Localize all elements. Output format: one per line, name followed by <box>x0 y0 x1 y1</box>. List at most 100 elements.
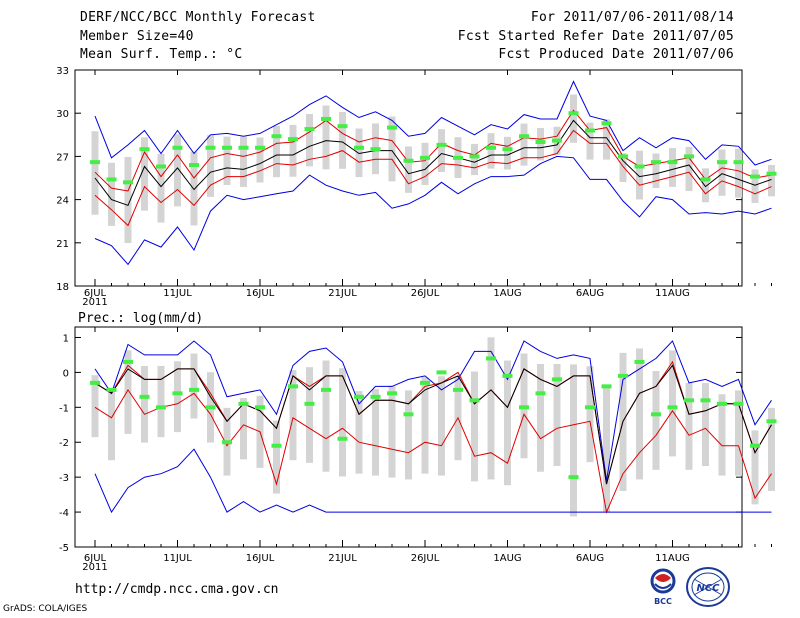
max-series-line <box>94 340 772 481</box>
x-tick-label: 11JUL <box>163 288 192 299</box>
observed-marker <box>255 145 265 150</box>
observed-marker <box>106 177 117 182</box>
x-tick-label: 21JUL <box>328 288 357 299</box>
range-bar <box>190 353 198 419</box>
observed-marker <box>106 387 117 392</box>
precipitation-panel-title: Prec.: log(mm/d) <box>78 311 203 326</box>
range-bar <box>174 134 181 207</box>
observed-marker <box>469 398 480 403</box>
observed-marker <box>271 134 282 139</box>
min-series-line <box>94 155 772 266</box>
observed-marker <box>601 121 612 126</box>
observed-marker <box>205 405 216 410</box>
observed-marker <box>700 398 711 403</box>
observed-marker <box>552 138 562 143</box>
bcc-logo-text: BCC <box>654 597 672 606</box>
y-tick-label: -4 <box>59 508 69 519</box>
observed-marker <box>354 394 364 399</box>
mean-series-line <box>94 364 772 485</box>
x-tick-label: 6AUG <box>576 553 604 564</box>
observed-marker <box>684 398 694 403</box>
y-tick-label: -2 <box>59 438 69 449</box>
observed-marker <box>304 401 315 406</box>
y-tick-label: 1 <box>63 333 69 344</box>
observed-marker <box>238 401 249 406</box>
x-tick-label: 16JUL <box>246 288 275 299</box>
range-bar <box>619 153 627 183</box>
observed-marker <box>667 405 678 410</box>
observed-marker <box>733 160 744 165</box>
range-bar <box>405 146 412 193</box>
observed-marker <box>502 147 513 152</box>
observed-marker <box>123 180 133 185</box>
observed-marker <box>766 171 777 176</box>
range-bar <box>685 383 693 470</box>
range-bar <box>256 137 264 183</box>
range-bar <box>91 131 99 215</box>
observed-marker <box>139 147 150 152</box>
range-bar <box>570 364 577 517</box>
range-bar <box>735 390 742 476</box>
observed-marker <box>469 154 480 159</box>
observed-marker <box>420 380 430 385</box>
range-bar <box>652 371 660 470</box>
fcst-produced-date: Fcst Produced Date 2011/07/06 <box>498 47 734 62</box>
range-bar <box>124 156 132 244</box>
y-tick-label: 18 <box>56 282 69 293</box>
x-tick-label: 11JUL <box>163 553 192 564</box>
observed-marker <box>453 387 463 392</box>
observed-marker <box>222 440 232 445</box>
observed-marker <box>139 394 150 399</box>
observed-marker <box>238 145 249 150</box>
x-year-label: 2011 <box>82 297 107 308</box>
observed-marker <box>684 154 694 159</box>
range-bar <box>570 94 577 143</box>
observed-marker <box>436 142 447 147</box>
range-bar <box>306 113 313 167</box>
range-bar <box>141 137 148 211</box>
x-tick-label: 21JUL <box>328 553 357 564</box>
range-bar <box>240 398 247 460</box>
y-tick-label: 27 <box>56 152 69 163</box>
y-tick-label: -3 <box>59 473 69 484</box>
chart-title: DERF/NCC/BCC Monthly Forecast <box>80 10 316 25</box>
observed-marker <box>552 377 562 382</box>
y-tick-label: 30 <box>56 109 69 120</box>
range-bar <box>636 150 643 200</box>
range-bar <box>273 125 280 178</box>
x-tick-label: 6AUG <box>576 288 604 299</box>
member-size-label: Member Size=40 <box>80 29 194 44</box>
observed-marker <box>750 174 760 179</box>
x-tick-label: 26JUL <box>411 288 440 299</box>
observed-marker <box>634 359 645 364</box>
variable-label: Mean Surf. Temp.: °C <box>80 47 243 62</box>
mean-series-line <box>94 119 772 207</box>
observed-marker <box>717 401 727 406</box>
forecast-period: For 2011/07/06-2011/08/14 <box>530 10 734 25</box>
observed-marker <box>486 356 496 361</box>
min-series-line <box>94 448 772 514</box>
observed-marker <box>733 401 744 406</box>
y-tick-label: 21 <box>56 239 69 250</box>
fcst-started-date: Fcst Started Refer Date 2011/07/05 <box>457 29 734 44</box>
range-bar <box>438 129 445 173</box>
x-tick-label: 1AUG <box>493 288 521 299</box>
range-bar <box>174 361 181 433</box>
range-bar <box>273 420 280 494</box>
lower-series-line <box>94 129 772 227</box>
range-bar <box>108 162 115 226</box>
range-bar <box>289 370 297 461</box>
observed-marker <box>387 391 397 396</box>
range-bar <box>652 153 660 189</box>
y-tick-label: 0 <box>63 368 69 379</box>
source-url[interactable]: http://cmdp.ncc.cma.gov.cn <box>75 582 279 597</box>
range-bar <box>405 390 412 480</box>
observed-marker <box>255 405 265 410</box>
grads-credit: GrADS: COLA/IGES <box>3 604 88 614</box>
observed-marker <box>321 387 331 392</box>
range-bar <box>141 365 148 443</box>
observed-marker <box>568 111 579 116</box>
observed-marker <box>667 160 678 165</box>
observed-marker <box>189 387 199 392</box>
